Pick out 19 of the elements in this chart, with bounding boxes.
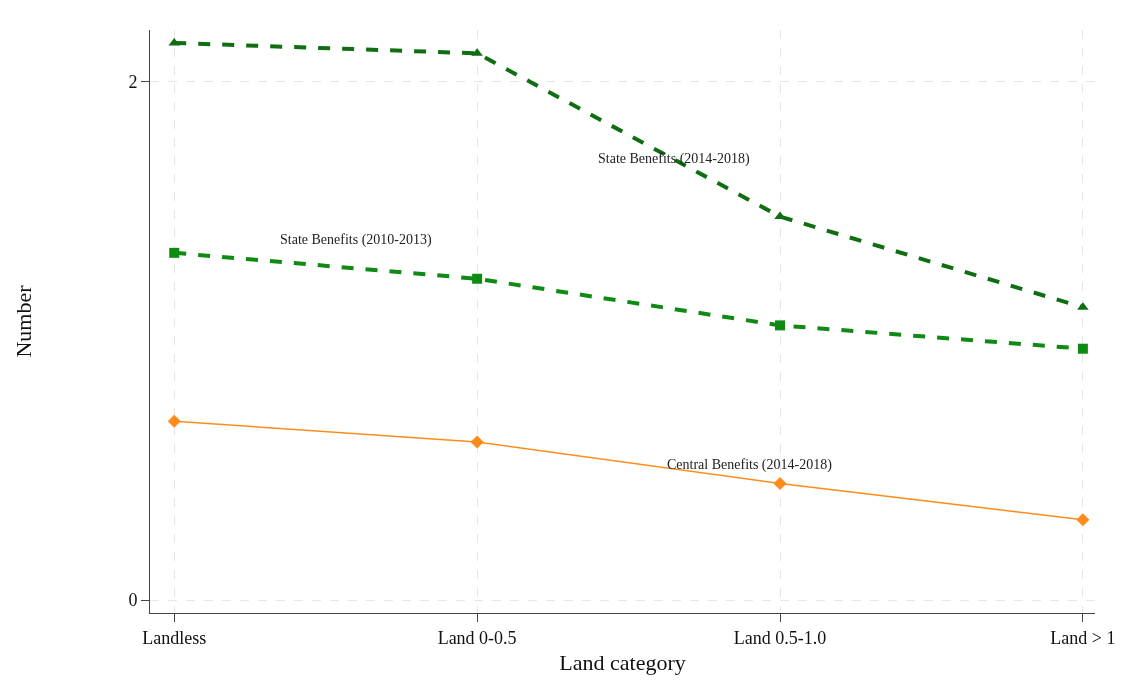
y-tick-label: 0: [128, 590, 138, 611]
point: [472, 273, 483, 284]
y-axis-title: Number: [11, 284, 37, 358]
series-label: State Benefits (2014-2018): [598, 151, 750, 167]
series-label: State Benefits (2010-2013): [280, 232, 432, 248]
point: [167, 414, 181, 428]
point: [1077, 343, 1088, 354]
x-tick-label: Landless: [142, 627, 207, 648]
point: [1076, 513, 1090, 527]
x-tick-label: Land > 1: [1050, 627, 1116, 648]
x-tick-label: Land 0-0.5: [437, 627, 517, 648]
point: [169, 247, 180, 258]
y-tick-label: 2: [128, 72, 138, 93]
point: [773, 476, 787, 490]
point: [775, 320, 785, 331]
series-label: Central Benefits (2014-2018): [667, 457, 833, 473]
x-tick-label: Land 0.5-1.0: [733, 627, 827, 648]
point: [470, 435, 484, 449]
x-axis-title: Land category: [559, 650, 686, 676]
